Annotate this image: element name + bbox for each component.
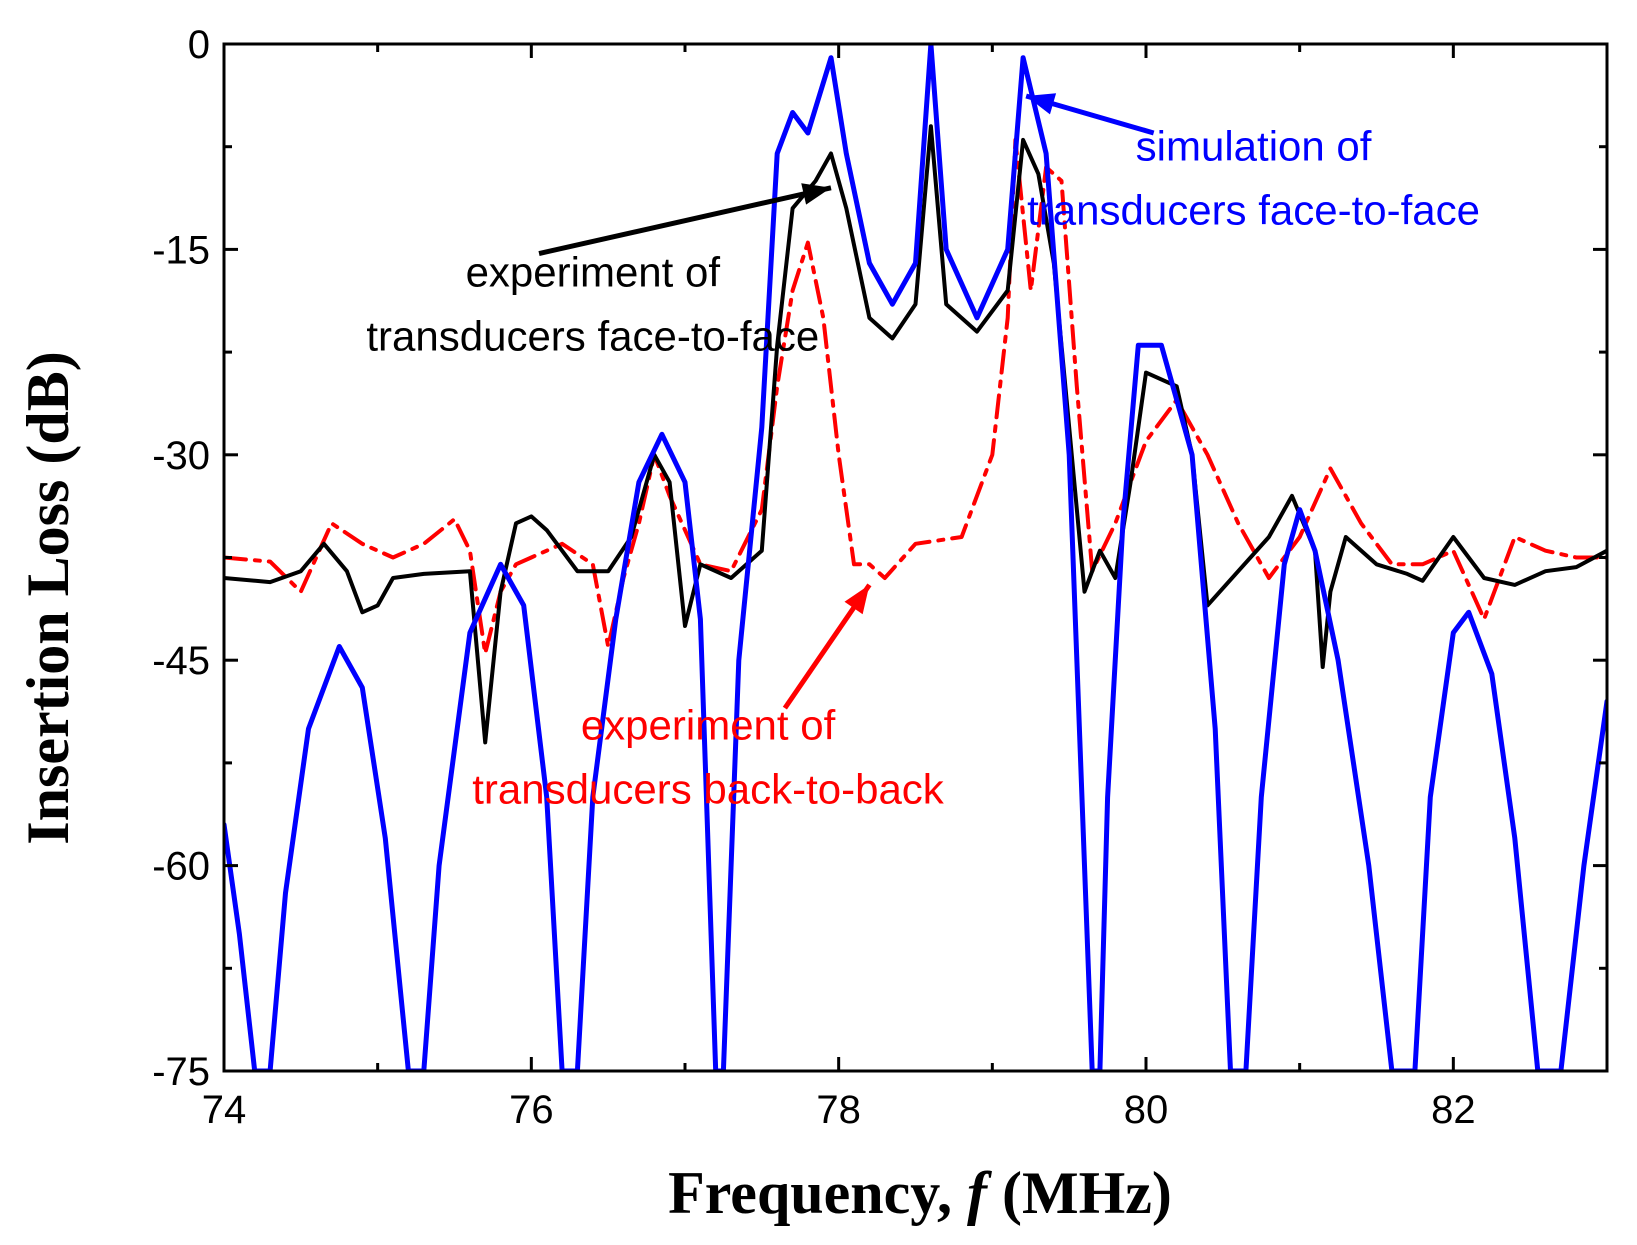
annot-simulation-line-1: simulation of xyxy=(1136,122,1372,169)
tick-layer: 74 76 78 80 82 0 -15 -30 -45 -60 -75 xyxy=(152,23,1607,1132)
y-tick-label: 0 xyxy=(188,23,210,67)
y-axis-title: Insertion Loss (dB) xyxy=(15,351,81,844)
x-tick-label: 80 xyxy=(1124,1088,1169,1132)
annot-experiment-face-arrow-line xyxy=(538,185,832,256)
x-tick-label: 74 xyxy=(202,1088,247,1132)
series-line-1 xyxy=(224,137,1607,656)
x-axis-title: Frequency, f (MHz) xyxy=(668,1160,1172,1226)
annot-experiment-face-line-1: experiment of xyxy=(466,248,721,295)
annot-experiment-face-line-2: transducers face-to-face xyxy=(366,312,819,359)
series-line-3 xyxy=(224,44,1607,1071)
x-tick-label: 76 xyxy=(509,1088,554,1132)
annot-experiment-face-arrow-head xyxy=(801,183,831,205)
series-layer xyxy=(224,44,1607,1071)
x-tick-label: 78 xyxy=(816,1088,861,1132)
annot-experiment-back-arrow-head xyxy=(844,584,870,615)
annot-experiment-back-line-1: experiment of xyxy=(581,702,836,749)
annot-experiment-back-line-2: transducers back-to-back xyxy=(472,766,945,813)
x-tick-label: 82 xyxy=(1431,1088,1476,1132)
y-tick-label: -30 xyxy=(152,434,210,478)
y-tick-label: -15 xyxy=(152,228,210,272)
annotation-layer: simulation of transducers face-to-face exp… xyxy=(366,93,1480,813)
annot-simulation-line-2: transducers face-to-face xyxy=(1027,186,1480,233)
annot-simulation-arrow-head xyxy=(1026,93,1057,115)
y-tick-label: -75 xyxy=(152,1050,210,1094)
y-tick-label: -45 xyxy=(152,639,210,683)
series-line-2 xyxy=(224,124,1607,745)
y-tick-label: -60 xyxy=(152,845,210,889)
